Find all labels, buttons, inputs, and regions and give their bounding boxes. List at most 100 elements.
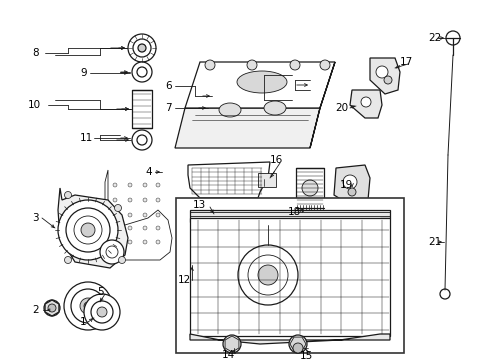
Text: 12: 12 — [178, 275, 191, 285]
Bar — [258, 173, 275, 187]
Circle shape — [133, 39, 151, 57]
Text: 21: 21 — [427, 237, 440, 247]
Circle shape — [142, 198, 147, 202]
Circle shape — [113, 226, 117, 230]
Circle shape — [142, 226, 147, 230]
Circle shape — [342, 175, 356, 189]
Circle shape — [137, 67, 147, 77]
Circle shape — [44, 300, 60, 316]
Circle shape — [289, 60, 299, 70]
Bar — [132, 90, 152, 128]
Circle shape — [64, 192, 71, 198]
Circle shape — [128, 226, 132, 230]
Polygon shape — [187, 162, 269, 198]
Text: 6: 6 — [164, 81, 171, 91]
Polygon shape — [309, 62, 334, 148]
Circle shape — [132, 62, 152, 82]
Text: 2: 2 — [32, 305, 39, 315]
Circle shape — [302, 180, 317, 196]
Circle shape — [156, 198, 160, 202]
Circle shape — [80, 298, 96, 314]
Polygon shape — [105, 170, 172, 260]
Polygon shape — [175, 108, 319, 148]
Polygon shape — [190, 334, 389, 344]
Circle shape — [156, 183, 160, 187]
Text: 4: 4 — [145, 167, 151, 177]
Polygon shape — [190, 210, 389, 222]
Circle shape — [97, 307, 107, 317]
Circle shape — [204, 60, 215, 70]
Text: 9: 9 — [80, 68, 86, 78]
Circle shape — [347, 188, 355, 196]
Circle shape — [100, 240, 124, 264]
Bar — [176, 198, 403, 353]
Circle shape — [81, 223, 95, 237]
Text: 8: 8 — [32, 48, 39, 58]
Circle shape — [74, 216, 102, 244]
Circle shape — [156, 240, 160, 244]
Circle shape — [64, 256, 71, 264]
Circle shape — [113, 183, 117, 187]
Polygon shape — [184, 62, 334, 108]
Text: 7: 7 — [164, 103, 171, 113]
Polygon shape — [45, 300, 59, 316]
Bar — [295, 168, 324, 208]
Circle shape — [375, 66, 387, 78]
Circle shape — [138, 44, 146, 52]
Text: 13: 13 — [193, 200, 206, 210]
Circle shape — [64, 282, 112, 330]
Circle shape — [58, 200, 118, 260]
Circle shape — [106, 246, 118, 258]
Text: 11: 11 — [80, 133, 93, 143]
Circle shape — [383, 76, 391, 84]
Circle shape — [223, 335, 241, 353]
Text: 19: 19 — [339, 180, 352, 190]
Circle shape — [258, 265, 278, 285]
Circle shape — [156, 213, 160, 217]
Circle shape — [288, 335, 306, 353]
Circle shape — [113, 198, 117, 202]
Circle shape — [247, 255, 287, 295]
Circle shape — [439, 289, 449, 299]
Circle shape — [142, 240, 147, 244]
Circle shape — [114, 204, 121, 211]
Circle shape — [132, 130, 152, 150]
Ellipse shape — [219, 103, 241, 117]
Circle shape — [360, 97, 370, 107]
Circle shape — [445, 31, 459, 45]
Text: 5: 5 — [97, 287, 103, 297]
Text: 22: 22 — [427, 33, 440, 43]
Polygon shape — [289, 337, 305, 351]
Polygon shape — [224, 336, 239, 352]
Circle shape — [91, 301, 113, 323]
Circle shape — [48, 304, 56, 312]
Text: 10: 10 — [28, 100, 41, 110]
Circle shape — [128, 183, 132, 187]
Circle shape — [66, 208, 110, 252]
Circle shape — [84, 294, 120, 330]
Text: 15: 15 — [299, 351, 313, 360]
Circle shape — [84, 302, 92, 310]
Circle shape — [128, 198, 132, 202]
Text: 20: 20 — [334, 103, 347, 113]
Circle shape — [118, 256, 125, 264]
Circle shape — [292, 343, 303, 353]
Circle shape — [142, 183, 147, 187]
Text: 1: 1 — [80, 317, 86, 327]
Circle shape — [71, 289, 105, 323]
Text: 18: 18 — [287, 207, 301, 217]
Ellipse shape — [237, 71, 286, 93]
Bar — [190, 218, 389, 336]
Polygon shape — [369, 58, 399, 94]
Text: 3: 3 — [32, 213, 39, 223]
Text: 17: 17 — [399, 57, 412, 67]
Circle shape — [113, 213, 117, 217]
Polygon shape — [58, 188, 128, 268]
Circle shape — [113, 240, 117, 244]
Text: 16: 16 — [269, 155, 283, 165]
Circle shape — [128, 240, 132, 244]
Polygon shape — [333, 165, 369, 208]
Ellipse shape — [264, 101, 285, 115]
Circle shape — [142, 213, 147, 217]
Circle shape — [238, 245, 297, 305]
